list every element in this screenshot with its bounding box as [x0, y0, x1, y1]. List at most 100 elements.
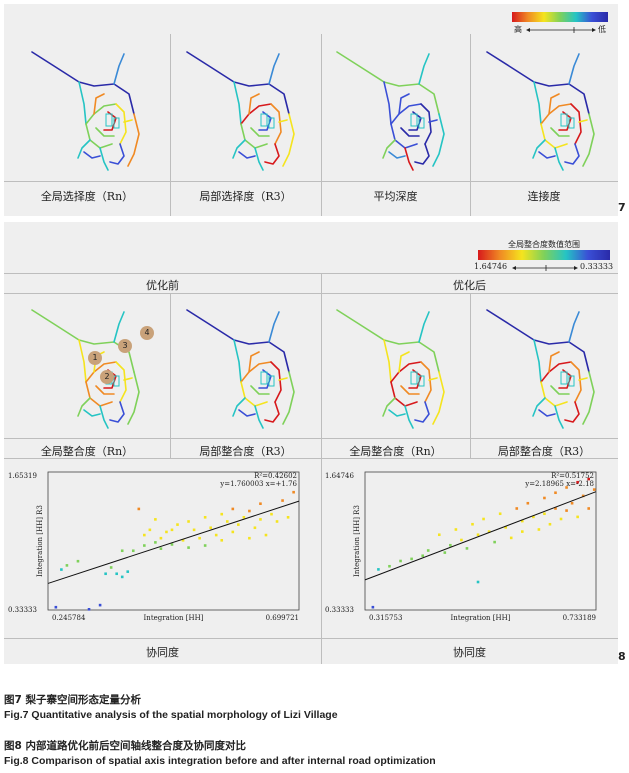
scatter-point — [543, 512, 546, 516]
axial-line — [418, 53, 430, 85]
scatter-point — [104, 572, 107, 576]
building-outline — [568, 375, 575, 387]
axial-line — [540, 381, 568, 407]
axial-line — [268, 311, 280, 343]
fig7-number: 7 — [618, 201, 626, 214]
axial-line — [85, 361, 117, 383]
axial-line — [382, 139, 396, 159]
scatter-point — [98, 603, 102, 607]
building-outline — [113, 117, 120, 129]
scatter-point — [570, 501, 574, 505]
scatter-point — [220, 512, 224, 516]
y-min-label: 0.33333 — [8, 606, 37, 614]
marker-3: 3 — [118, 339, 132, 353]
x-min-label: 0.245784 — [52, 614, 86, 622]
fig7-map-mean-depth — [336, 51, 445, 171]
axial-line — [554, 147, 564, 171]
axial-line — [432, 371, 445, 425]
scatter-point — [270, 512, 273, 516]
axial-line — [85, 103, 117, 125]
scatter-point — [231, 530, 235, 534]
axial-line — [233, 81, 242, 125]
axial-line — [115, 103, 127, 145]
axial-line — [268, 53, 280, 85]
axial-line — [414, 401, 430, 423]
building-outline — [418, 375, 425, 387]
x-axis-label: Integration [HH] — [451, 614, 511, 622]
axial-line — [109, 143, 125, 165]
fig8-hline-charts — [4, 458, 618, 459]
building-outline — [260, 113, 268, 127]
caption-fig8-cn: 图8 内部道路优化前后空间轴线整合度及协同度对比 — [4, 740, 246, 752]
y-axis-label: Integration [HH] R3 — [36, 505, 44, 577]
marker-2: 2 — [100, 370, 114, 384]
axial-line — [95, 127, 115, 137]
axial-line — [418, 311, 430, 343]
axial-line — [238, 151, 256, 159]
axial-line — [270, 103, 282, 145]
scatter-point — [454, 528, 458, 531]
axial-line — [282, 371, 295, 425]
axial-line — [532, 397, 546, 417]
scatter-point — [176, 523, 179, 526]
scatter-point — [65, 564, 69, 567]
scatter-point — [476, 580, 480, 584]
axial-line — [414, 143, 430, 165]
scatter-point — [476, 533, 480, 537]
axial-line — [336, 51, 440, 115]
building-outline — [560, 371, 568, 385]
scatter-point — [465, 547, 469, 550]
building-outline — [268, 117, 275, 129]
fit-line — [47, 500, 300, 584]
scatter-point — [242, 515, 246, 519]
scatter-point — [554, 507, 557, 510]
axial-line — [420, 361, 432, 403]
fit-line — [364, 491, 597, 581]
scatter-before: 1.65319 0.33333 0.245784 0.699721 Integratio… — [8, 471, 300, 622]
equation-label: y=1.760003 x=+1.76 — [219, 480, 297, 488]
x-max-label: 0.699721 — [266, 614, 299, 622]
axial-line — [486, 51, 590, 115]
axial-line — [115, 361, 127, 403]
plot-frame — [47, 471, 300, 611]
fig7-map-local-choice — [186, 51, 295, 171]
marker-1: 1 — [88, 351, 102, 365]
scatter-point — [264, 533, 268, 537]
scatter-point — [187, 546, 190, 549]
building-outline — [260, 371, 268, 385]
marker-4: 4 — [140, 326, 154, 340]
axial-line — [550, 385, 570, 395]
fig8-footer-after: 协同度 — [453, 646, 486, 659]
axial-line — [420, 103, 432, 145]
scatter-point — [214, 533, 218, 537]
building-outline — [560, 113, 568, 127]
fig8-legend-max: 1.64746 — [474, 262, 508, 271]
scatter-point — [587, 507, 591, 510]
axial-line — [548, 93, 560, 115]
axial-line — [93, 93, 105, 115]
axial-line — [582, 113, 595, 167]
axial-line — [248, 93, 260, 115]
axial-line — [582, 371, 595, 425]
fig8-vline-3 — [470, 293, 471, 458]
axial-line — [240, 103, 272, 125]
y-max-label: 1.64746 — [325, 472, 354, 480]
axial-line — [282, 113, 295, 167]
fig8-hline-top — [4, 273, 618, 274]
equation-label: y=2.18965 x=-2.18 — [524, 480, 594, 488]
scatter-point — [581, 494, 585, 498]
scatter-point — [509, 536, 513, 540]
fig7-vline-1 — [170, 34, 171, 216]
axial-line — [186, 309, 290, 373]
axial-line — [538, 409, 556, 417]
scatter-point — [237, 523, 240, 526]
axial-line — [254, 405, 264, 429]
axial-line — [113, 53, 125, 85]
scatter-point — [143, 533, 146, 537]
axial-line — [390, 381, 418, 407]
axial-line — [250, 127, 270, 137]
scatter-point — [76, 559, 80, 563]
axial-line — [428, 377, 438, 381]
scatter-point — [87, 608, 91, 611]
scatter-point — [377, 568, 380, 571]
